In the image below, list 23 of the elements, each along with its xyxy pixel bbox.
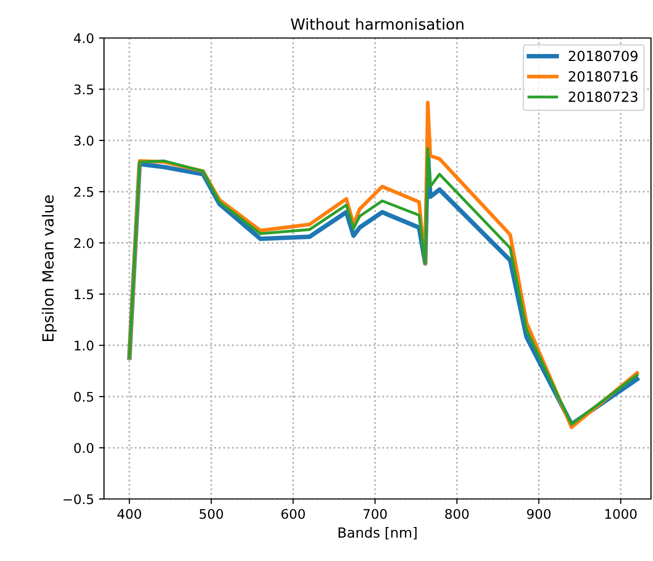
y-tick-label: 2.5 (74, 186, 94, 197)
y-tick-label: 0.0 (74, 443, 94, 453)
x-tick-label: 900 (527, 508, 551, 519)
x-tick-label: 1000 (605, 508, 637, 519)
y-tick-label: 1.5 (74, 290, 94, 300)
y-tick-label: 3.0 (74, 136, 94, 146)
y-tick-label: 2.0 (74, 238, 94, 248)
chart-title: Without harmonisation (290, 18, 464, 30)
y-tick-label: 4.0 (74, 33, 94, 44)
legend-label: 20180709 (568, 50, 638, 62)
y-tick-label: 1.0 (74, 340, 94, 351)
y-tick-label: 3.5 (74, 84, 94, 94)
x-axis-title: Bands [nm] (338, 527, 417, 540)
x-tick-label: 800 (445, 508, 469, 519)
legend-label: 20180723 (568, 92, 638, 102)
x-tick-label: 700 (364, 508, 387, 519)
y-tick-label: 0.5 (74, 392, 94, 402)
x-tick-label: 400 (117, 508, 142, 519)
x-tick-label: 600 (281, 508, 305, 519)
y-axis-title: Epsilon Mean value (42, 195, 57, 341)
x-tick-label: 500 (200, 508, 223, 519)
legend-label: 20180716 (568, 71, 638, 82)
y-tick-label: −0.5 (64, 494, 94, 504)
